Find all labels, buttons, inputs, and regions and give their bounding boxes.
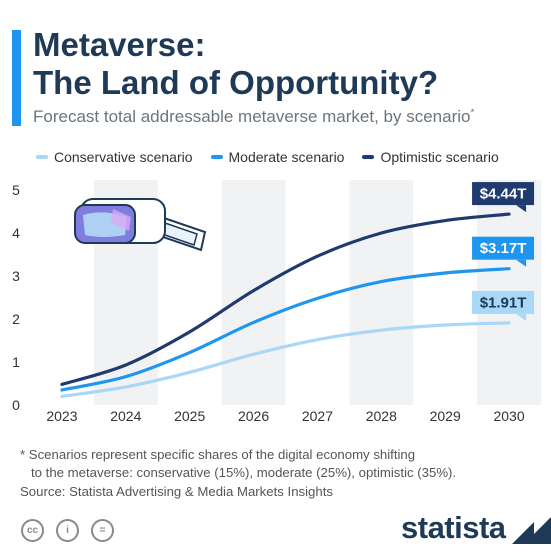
end-label-pointer (516, 259, 527, 267)
vr-headset-icon (74, 198, 207, 252)
end-value-label: $4.44T (480, 186, 527, 203)
x-tick-label: 2026 (238, 408, 269, 424)
end-label-pointer (516, 205, 527, 213)
y-tick-label: 0 (12, 397, 20, 413)
line-chart: 0 1 2 3 4 5 2023 2024 2025 2026 2027 2028 2029 2030 $… (12, 180, 541, 424)
x-tick-label: 2023 (46, 408, 77, 424)
chart-axes: 0 1 2 3 4 5 2023 2024 2025 2026 2027 2028 2029 2030 (12, 182, 525, 424)
column-band (349, 180, 414, 405)
footnote-line-2: to the metaverse: conservative (15%), mo… (31, 465, 457, 480)
end-label-box (472, 182, 535, 206)
subtitle-footnote-mark: * (470, 107, 475, 119)
legend-swatch-conservative (36, 155, 48, 159)
subtitle-text: Forecast total addressable metaverse mar… (33, 107, 471, 126)
statista-logo-text: statista (401, 510, 506, 545)
source-text: Source: Statista Advertising & Media Mar… (20, 484, 333, 499)
x-tick-label: 2030 (493, 408, 524, 424)
person-icon[interactable]: i (56, 519, 79, 542)
legend-label-moderate: Moderate scenario (228, 149, 345, 165)
legend-swatch-optimistic (362, 155, 375, 159)
x-tick-label: 2028 (366, 408, 397, 424)
title-line-2: The Land of Opportunity? (33, 64, 439, 101)
license-icons: cc i = (21, 519, 126, 542)
page-title: Metaverse: The Land of Opportunity? (33, 26, 438, 102)
column-band (221, 180, 286, 405)
chart-end-labels: $1.91T $3.17T $4.44T (472, 182, 535, 321)
end-value-label: $1.91T (480, 294, 527, 311)
legend-label-optimistic: Optimistic scenario (380, 149, 499, 165)
x-tick-label: 2027 (302, 408, 333, 424)
series-line (60, 267, 511, 392)
chart-legend: Conservative scenario Moderate scenario … (36, 149, 517, 165)
cc-icon[interactable]: cc (21, 519, 44, 542)
series-line (60, 321, 511, 398)
subtitle: Forecast total addressable metaverse mar… (33, 107, 474, 127)
title-accent-bar (12, 30, 21, 126)
legend-swatch-moderate (210, 155, 223, 159)
chart-series (60, 212, 511, 398)
y-tick-label: 1 (12, 354, 20, 370)
end-label-box (472, 236, 535, 260)
y-tick-label: 2 (12, 311, 20, 327)
legend-item-conservative: Conservative scenario (36, 149, 193, 165)
statista-logo-mark (511, 516, 551, 544)
y-tick-label: 3 (12, 268, 20, 284)
equals-icon[interactable]: = (91, 519, 114, 542)
y-tick-label: 4 (12, 225, 20, 241)
legend-item-optimistic: Optimistic scenario (362, 149, 499, 165)
y-tick-label: 5 (12, 182, 20, 198)
x-tick-label: 2024 (110, 408, 141, 424)
footnote-line-1: * Scenarios represent specific shares of… (20, 447, 416, 462)
x-tick-label: 2025 (174, 408, 205, 424)
end-label-pointer (516, 313, 527, 321)
end-value-label: $3.17T (480, 240, 527, 257)
legend-label-conservative: Conservative scenario (54, 149, 193, 165)
legend-item-moderate: Moderate scenario (210, 149, 345, 165)
series-line (60, 212, 511, 386)
end-label-box (472, 290, 535, 314)
statista-logo[interactable]: statista (401, 510, 551, 546)
x-tick-label: 2029 (430, 408, 461, 424)
title-line-1: Metaverse: (33, 26, 206, 63)
footnote: * Scenarios represent specific shares of… (20, 446, 456, 482)
